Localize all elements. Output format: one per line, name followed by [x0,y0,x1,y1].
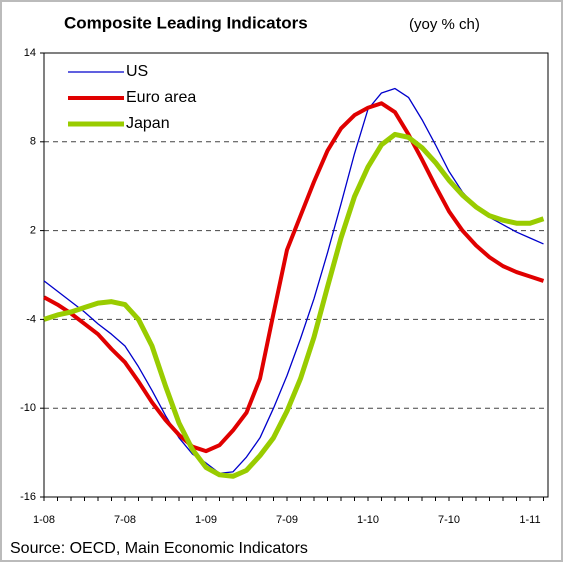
series-line [43,131,545,479]
y-tick-label: 14 [24,47,36,59]
chart-title: Composite Leading Indicators [64,13,308,32]
chart-title-note: (yoy % ch) [409,16,480,33]
x-tick-label: 7-09 [276,514,298,526]
plot-area [43,52,549,498]
legend-label: Japan [126,115,170,132]
x-tick-label: 1-09 [195,514,217,526]
x-tick-label: 1-10 [357,514,379,526]
y-tick-label: -10 [20,402,36,414]
x-tick-label: 1-08 [33,514,55,526]
source: Source: OECD, Main Economic Indicators [10,540,308,557]
series-line [43,87,544,474]
y-tick-label: -16 [20,491,36,503]
y-tick-label: -4 [26,313,36,325]
legend-label: Euro area [126,89,196,106]
series-line [43,101,545,454]
x-tick-label: 7-08 [114,514,136,526]
y-tick-label: 8 [30,136,36,148]
x-tick-label: 1-11 [519,514,540,526]
y-tick-label: 2 [30,225,36,237]
legend-label: US [126,63,148,80]
x-tick-label: 7-10 [438,514,460,526]
